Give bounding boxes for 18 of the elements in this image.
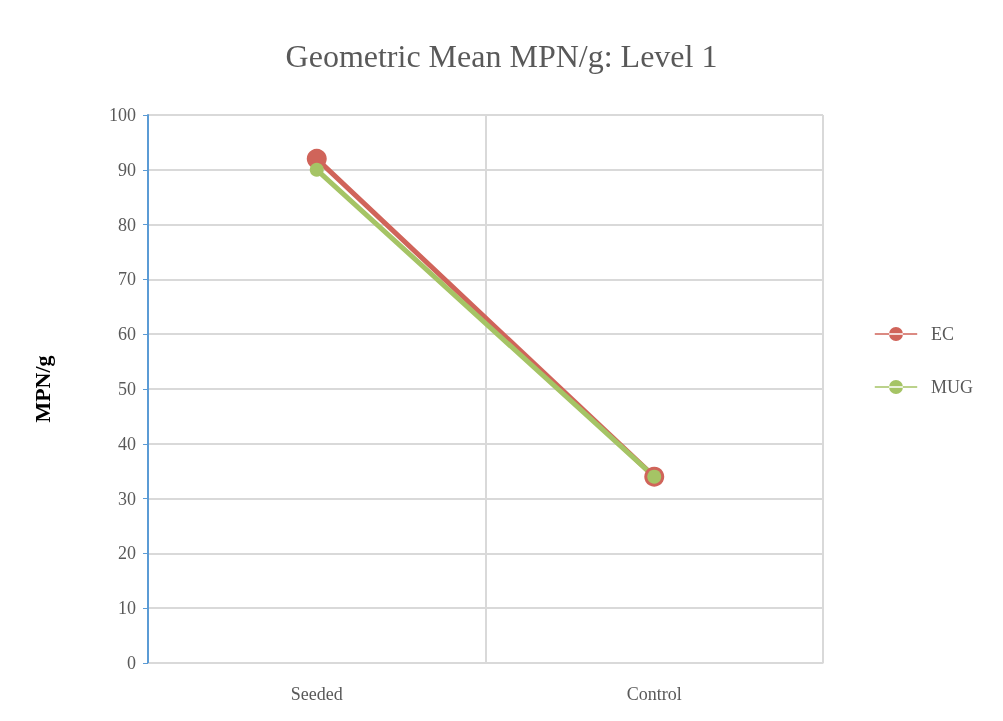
y-tick-label: 70 [118, 269, 136, 290]
y-tick-label: 80 [118, 214, 136, 235]
y-tick-label: 20 [118, 543, 136, 564]
y-tick-label: 100 [109, 105, 136, 125]
y-tick-label: 30 [118, 488, 136, 509]
legend-label: MUG [931, 377, 974, 397]
chart-title: Geometric Mean MPN/g: Level 1 [285, 38, 718, 74]
x-tick-label: Seeded [290, 684, 343, 704]
y-tick-label: 90 [118, 159, 136, 180]
y-tick-label: 60 [118, 324, 136, 345]
legend-label: EC [931, 324, 955, 344]
y-axis-title: MPN/g [29, 355, 55, 423]
y-tick-label: 50 [118, 379, 136, 399]
point [309, 162, 324, 177]
x-tick-label: Control [626, 684, 682, 704]
y-tick-label: 40 [118, 433, 136, 454]
y-tick-label: 0 [127, 653, 136, 673]
y-tick-label: 10 [118, 598, 136, 619]
